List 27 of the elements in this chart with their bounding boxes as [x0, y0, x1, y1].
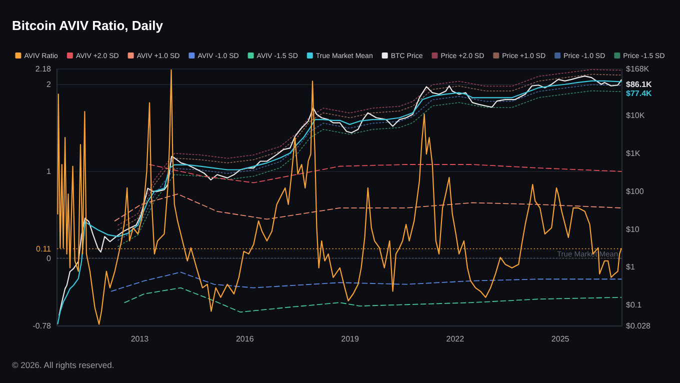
y2-tick-label: $0.1 [626, 300, 642, 310]
line-series [110, 272, 622, 292]
y-tick-label: -0.78 [32, 322, 52, 331]
x-tick-label: 2025 [551, 334, 570, 344]
y-tick-label: 1 [46, 167, 52, 176]
chart-title: Bitcoin AVIV Ratio, Daily [12, 18, 164, 33]
ref-line-label: 0.11 [36, 244, 52, 254]
y2-tick-label: $0.028 [626, 322, 652, 331]
y2-tick-label: $1 [626, 262, 636, 272]
x-tick-label: 2016 [236, 334, 254, 344]
line-series [114, 194, 622, 222]
x-tick-label: 2013 [130, 334, 150, 344]
y-tick-label: 0 [46, 254, 52, 263]
y-tick-label: 2.18 [35, 64, 52, 74]
y2-tick-label: $1K [626, 148, 641, 158]
y2-tick-label: $10 [626, 224, 640, 234]
y2-tick-label: $100 [626, 186, 644, 196]
y2-tick-label: $10K [626, 111, 646, 120]
x-tick-label: 2022 [446, 334, 465, 344]
text: © 2026. All rights reserved. [12, 360, 114, 370]
x-tick-label: 2019 [341, 334, 360, 344]
line-series [124, 287, 622, 313]
line-series [149, 164, 622, 184]
y2-tick-label: $168K [626, 64, 650, 74]
data-label: $77.4K [626, 89, 652, 98]
data-label: $86.1K [626, 80, 652, 89]
y-tick-label: 2 [46, 80, 52, 90]
